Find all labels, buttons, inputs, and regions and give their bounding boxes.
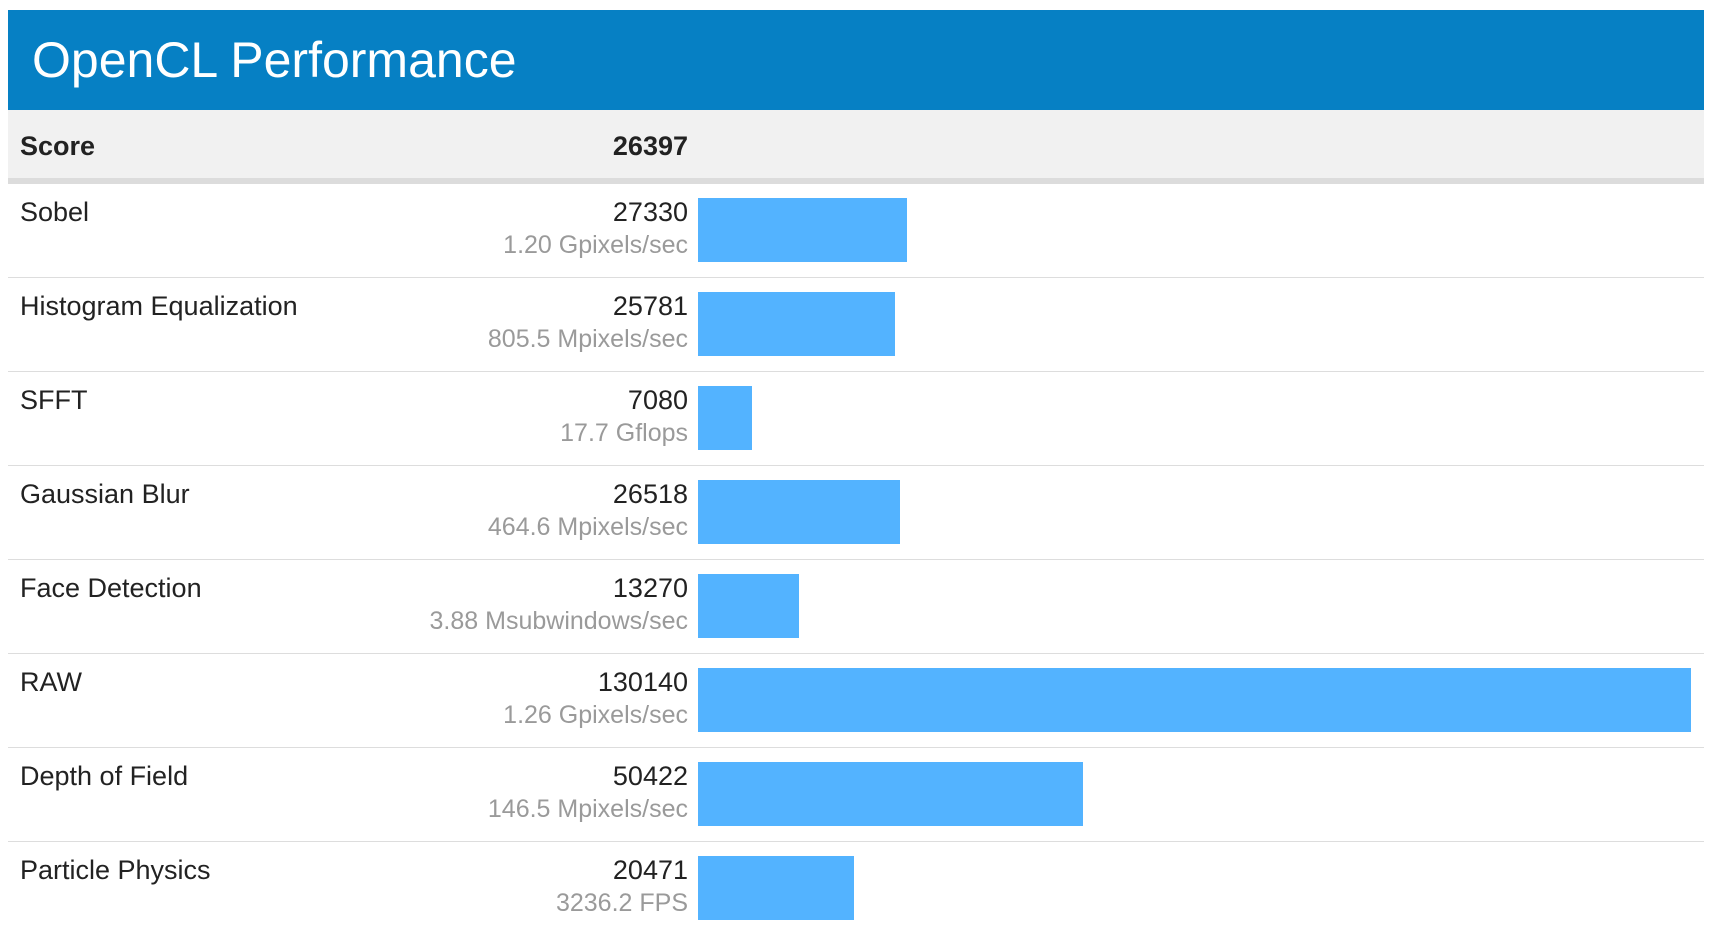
benchmark-name: RAW [20,667,82,697]
benchmark-name: Gaussian Blur [20,479,190,509]
benchmark-row: Depth of Field 50422 146.5 Mpixels/sec [8,748,1704,842]
benchmark-name: Face Detection [20,573,202,603]
panel-header: OpenCL Performance [8,10,1704,110]
benchmark-bar [698,762,1083,826]
benchmark-row: Particle Physics 20471 3236.2 FPS [8,842,1704,935]
benchmark-bar [698,198,907,262]
benchmark-score: 27330 [612,197,688,227]
benchmark-rate: 17.7 Gflops [560,419,688,447]
benchmark-row: Gaussian Blur 26518 464.6 Mpixels/sec [8,466,1704,560]
benchmark-bar [698,668,1691,732]
benchmark-rate: 3.88 Msubwindows/sec [429,607,688,635]
benchmark-score: 25781 [612,291,688,321]
panel-title: OpenCL Performance [32,32,517,88]
benchmark-score: 130140 [597,667,688,697]
benchmark-bar [698,480,900,544]
benchmark-row: Sobel 27330 1.20 Gpixels/sec [8,184,1704,278]
benchmark-score: 13270 [612,573,688,603]
benchmark-bar [698,574,799,638]
benchmark-score: 26518 [612,479,688,509]
benchmark-score: 50422 [612,761,688,791]
benchmark-rate: 464.6 Mpixels/sec [487,513,688,541]
benchmark-name: Depth of Field [20,761,189,791]
score-row: Score 26397 [8,110,1704,184]
benchmark-bar [698,292,895,356]
benchmark-rate: 3236.2 FPS [555,889,688,917]
score-label: Score [20,131,96,161]
benchmark-bar [698,386,752,450]
benchmark-name: Particle Physics [20,855,211,885]
opencl-panel: OpenCL Performance Score 26397 Sobel 2733… [8,10,1704,935]
benchmark-rate: 146.5 Mpixels/sec [487,795,688,823]
benchmark-row: RAW 130140 1.26 Gpixels/sec [8,654,1704,748]
benchmark-row: SFFT 7080 17.7 Gflops [8,372,1704,466]
benchmark-rate: 1.20 Gpixels/sec [503,231,688,259]
benchmark-rate: 805.5 Mpixels/sec [487,325,688,353]
benchmark-name: SFFT [20,385,88,415]
benchmark-score: 20471 [612,855,688,885]
score-value: 26397 [612,131,688,161]
benchmark-score: 7080 [627,385,688,415]
benchmark-name: Sobel [20,197,90,227]
benchmark-row: Face Detection 13270 3.88 Msubwindows/sec [8,560,1704,654]
benchmark-name: Histogram Equalization [20,291,298,321]
benchmark-rate: 1.26 Gpixels/sec [503,701,688,729]
benchmark-bar [698,856,854,920]
benchmark-row: Histogram Equalization 25781 805.5 Mpixels… [8,278,1704,372]
benchmark-rows: Sobel 27330 1.20 Gpixels/sec Histogram Equa… [8,184,1704,935]
